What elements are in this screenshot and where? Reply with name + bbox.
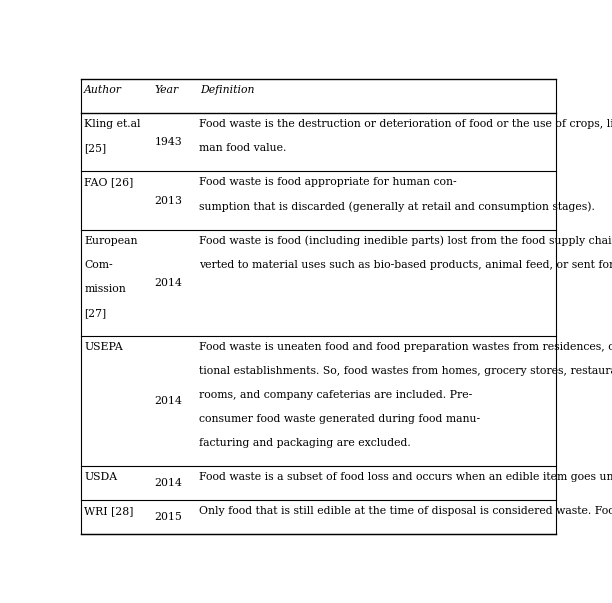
Text: 2014: 2014 (154, 478, 182, 488)
Text: facturing and packaging are excluded.: facturing and packaging are excluded. (200, 438, 411, 448)
Text: verted to material uses such as bio-based products, animal feed, or sent for red: verted to material uses such as bio-base… (200, 260, 612, 270)
Text: Food waste is food appropriate for human con-: Food waste is food appropriate for human… (200, 177, 457, 188)
Text: Author: Author (84, 85, 122, 95)
Text: Year: Year (154, 85, 179, 95)
Text: tional establishments. So, food wastes from homes, grocery stores, restaurants, : tional establishments. So, food wastes f… (200, 366, 612, 376)
Text: Food waste is food (including inedible parts) lost from the food supply chain, n: Food waste is food (including inedible p… (200, 236, 612, 246)
Text: Food waste is uneaten food and food preparation wastes from residences, commerci: Food waste is uneaten food and food prep… (200, 342, 612, 352)
Text: consumer food waste generated during food manu-: consumer food waste generated during foo… (200, 414, 480, 424)
Text: Com-: Com- (84, 260, 113, 270)
Text: man food value.: man food value. (200, 144, 286, 153)
Text: Only food that is still edible at the time of disposal is considered waste. Food: Only food that is still edible at the ti… (200, 507, 612, 516)
Text: Food waste is the destruction or deterioration of food or the use of crops, live: Food waste is the destruction or deterio… (200, 119, 612, 129)
Text: rooms, and company cafeterias are included. Pre-: rooms, and company cafeterias are includ… (200, 390, 472, 400)
Text: Definition: Definition (200, 85, 255, 95)
Text: Food waste is a subset of food loss and occurs when an edible item goes unconsum: Food waste is a subset of food loss and … (200, 472, 612, 482)
Text: WRI [28]: WRI [28] (84, 507, 133, 516)
Text: 2013: 2013 (154, 195, 182, 206)
Text: mission: mission (84, 284, 126, 294)
Text: 1943: 1943 (154, 137, 182, 147)
Text: sumption that is discarded (generally at retail and consumption stages).: sumption that is discarded (generally at… (200, 201, 595, 212)
Text: 2015: 2015 (154, 513, 182, 522)
Text: USEPA: USEPA (84, 342, 123, 352)
Text: European: European (84, 236, 138, 245)
Text: [27]: [27] (84, 308, 106, 318)
Text: USDA: USDA (84, 472, 118, 482)
Text: 2014: 2014 (154, 278, 182, 288)
Text: [25]: [25] (84, 144, 106, 153)
Text: FAO [26]: FAO [26] (84, 177, 133, 188)
Text: 2014: 2014 (154, 396, 182, 406)
Text: Kling et.al: Kling et.al (84, 119, 141, 129)
